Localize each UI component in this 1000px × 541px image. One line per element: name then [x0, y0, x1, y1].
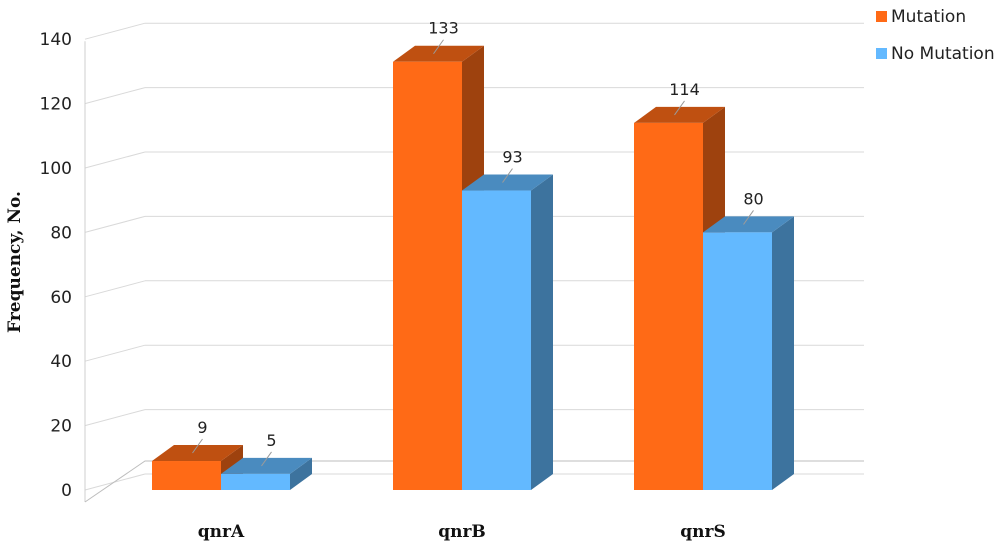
bar-top — [221, 457, 312, 474]
bar-side — [772, 216, 794, 490]
bar-no-mutation-qnrB — [462, 174, 553, 491]
gridline-side — [84, 280, 146, 298]
data-label: 9 — [197, 418, 207, 437]
data-label: 114 — [669, 80, 700, 99]
bar-top — [634, 106, 725, 123]
data-label: 80 — [743, 189, 763, 208]
legend: Mutation No Mutation — [876, 7, 995, 64]
bar-front — [462, 190, 531, 491]
data-labels: 9 5 133 93 114 80 — [192, 19, 764, 467]
bar-front — [152, 461, 221, 490]
legend-swatch — [876, 48, 887, 59]
legend-label: Mutation — [891, 7, 966, 27]
y-tick-label: 140 — [40, 30, 72, 50]
bars — [152, 45, 794, 491]
gridline-side — [84, 409, 146, 427]
bar-front — [393, 61, 462, 491]
floor-line — [84, 460, 864, 503]
bar-front — [634, 122, 703, 491]
y-axis-label: Frequency, No. — [5, 191, 25, 333]
category-label-qnrA: qnrA — [198, 522, 245, 541]
data-label: 5 — [266, 431, 276, 450]
y-tick-label: 120 — [40, 95, 72, 115]
legend-label: No Mutation — [891, 44, 995, 64]
gridline-side — [84, 87, 146, 105]
gridline-side — [84, 215, 146, 233]
axes — [84, 41, 864, 503]
data-label-leader — [502, 168, 513, 183]
data-label: 93 — [502, 148, 522, 167]
data-label-leader — [743, 210, 754, 225]
bar-front — [221, 473, 290, 490]
bar-front — [703, 232, 772, 490]
y-tick-label: 80 — [50, 223, 72, 243]
y-tick-labels: 0 20 40 60 80 100 120 140 — [40, 30, 72, 501]
data-label-leader — [261, 451, 272, 467]
bar-top — [393, 45, 484, 62]
bar-side — [531, 174, 553, 491]
bar-top — [152, 445, 243, 462]
gridline-side — [84, 344, 146, 362]
data-label-leader — [674, 100, 685, 116]
bar-no-mutation-qnrS — [703, 216, 794, 490]
data-label: 133 — [428, 19, 459, 38]
y-tick-label: 0 — [61, 481, 72, 501]
bar-top — [703, 216, 794, 233]
category-label-qnrB: qnrB — [438, 522, 486, 541]
category-labels: qnrA qnrB qnrS — [198, 522, 726, 541]
bar-side — [290, 457, 312, 490]
legend-swatch — [876, 11, 887, 22]
y-tick-label: 100 — [40, 159, 72, 179]
bar-no-mutation-qnrA — [221, 457, 312, 490]
data-label-leader — [192, 438, 203, 454]
gridline-side — [84, 22, 146, 40]
gridline-side — [84, 151, 146, 169]
bar-top — [462, 174, 553, 191]
y-tick-label: 20 — [50, 417, 72, 437]
data-label-leader — [433, 39, 444, 55]
bar-mutation-qnrS — [634, 106, 725, 491]
y-tick-label: 60 — [50, 288, 72, 308]
y-tick-label: 40 — [50, 352, 72, 372]
category-label-qnrS: qnrS — [680, 522, 725, 541]
